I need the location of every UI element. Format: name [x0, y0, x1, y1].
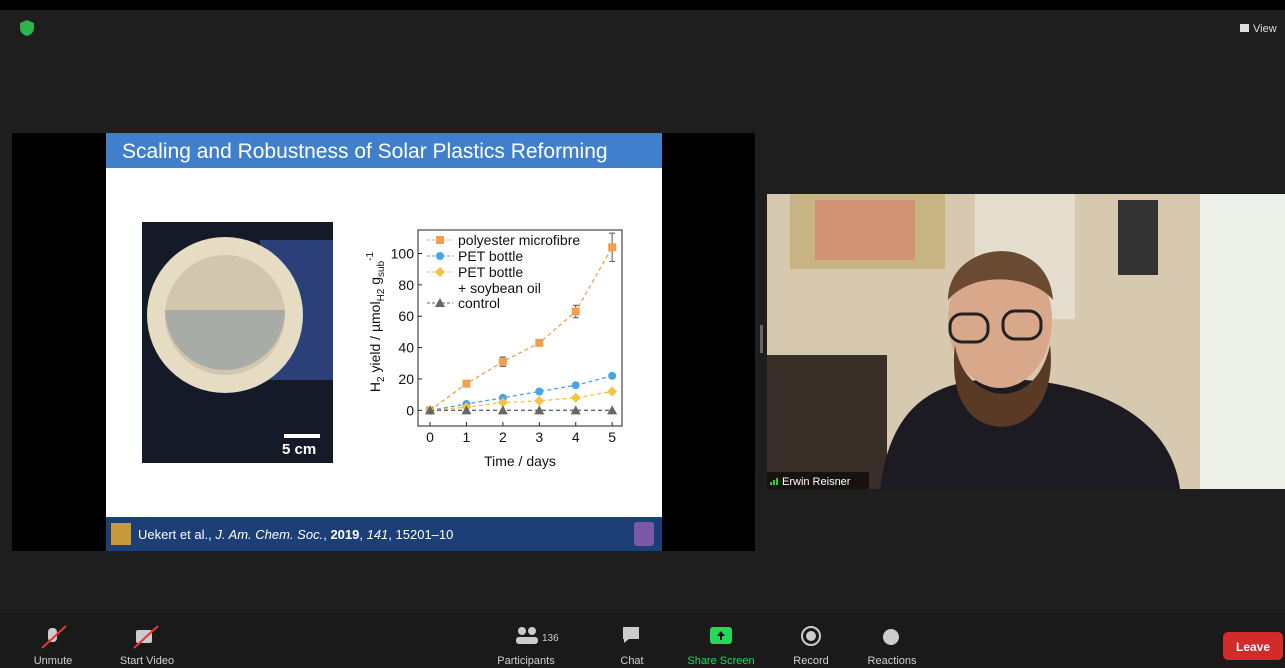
- legend-label: PET bottle: [458, 264, 523, 280]
- marker: [462, 380, 470, 388]
- y-label-part: g: [367, 277, 383, 289]
- marker: [608, 372, 616, 380]
- scale-bar-label: 5 cm: [282, 441, 316, 458]
- y-label-part: H2: [376, 288, 387, 301]
- y-label-part: -1: [365, 251, 376, 260]
- top-strip: [0, 0, 1285, 10]
- y-label-part: H: [367, 382, 383, 392]
- zoom-window: View Scaling and Robustness of Solar Pla…: [0, 0, 1285, 668]
- y-tick-label: 80: [398, 277, 414, 293]
- participant-count: 136: [542, 633, 559, 644]
- y-tick-label: 40: [398, 340, 414, 356]
- start-video-label: Start Video: [120, 655, 174, 667]
- camera-icon: [136, 630, 152, 643]
- x-tick-label: 4: [572, 429, 580, 445]
- view-button[interactable]: View: [1253, 23, 1277, 35]
- marker: [535, 339, 543, 347]
- splitter[interactable]: [760, 325, 763, 353]
- y-label-part: sub: [376, 260, 387, 277]
- leave-button[interactable]: Leave: [1223, 632, 1283, 660]
- page: Zoom meeting body { margin: 0; backgroun…: [0, 0, 1285, 668]
- legend-marker: [436, 236, 444, 244]
- marker: [535, 388, 543, 396]
- y-label-part: yield / µmol: [367, 301, 383, 376]
- legend-label: polyester microfibre: [458, 232, 580, 248]
- marker: [572, 381, 580, 389]
- citation-part: ,: [359, 527, 366, 542]
- scale-bar: [284, 434, 320, 438]
- logo: [111, 523, 131, 545]
- view-icon[interactable]: [1240, 24, 1249, 32]
- reactions-label: Reactions: [868, 655, 917, 667]
- x-tick-label: 2: [499, 429, 507, 445]
- video-detail: [1118, 200, 1158, 275]
- record-label: Record: [793, 655, 828, 667]
- y-tick-label: 0: [406, 402, 414, 418]
- x-tick-label: 0: [426, 429, 434, 445]
- citation-part: J. Am. Chem. Soc.: [214, 527, 323, 542]
- slide-title: Scaling and Robustness of Solar Plastics…: [122, 140, 608, 163]
- x-axis-label: Time / days: [484, 453, 556, 469]
- citation: Uekert et al., J. Am. Chem. Soc., 2019 , …: [138, 527, 453, 542]
- record-icon: [806, 631, 816, 641]
- legend-label: + soybean oil: [458, 280, 541, 296]
- citation-part: 2019: [330, 527, 359, 542]
- video-detail: [1200, 194, 1285, 489]
- citation-part: 141: [367, 527, 389, 542]
- participants-icon: [516, 637, 538, 644]
- x-tick-label: 5: [608, 429, 616, 445]
- citation-part: , 15201–10: [388, 527, 453, 542]
- citation-part: Uekert et al.,: [138, 527, 215, 542]
- marker: [608, 243, 616, 251]
- marker: [499, 358, 507, 366]
- citation-part: ,: [323, 527, 330, 542]
- logo: [634, 522, 654, 546]
- legend-label: PET bottle: [458, 248, 523, 264]
- legend-label: control: [458, 295, 500, 311]
- reactions-icon: [883, 629, 899, 645]
- chat-label: Chat: [620, 655, 643, 667]
- legend-marker: [436, 252, 444, 260]
- share-screen-label: Share Screen: [687, 655, 754, 667]
- participants-icon: [518, 627, 526, 635]
- marker: [572, 308, 580, 316]
- y-tick-label: 20: [398, 371, 414, 387]
- leave-label: Leave: [1236, 640, 1270, 654]
- y-tick-label: 100: [391, 246, 415, 262]
- x-tick-label: 3: [535, 429, 543, 445]
- unmute-label: Unmute: [34, 655, 73, 667]
- body: {"app": {"view_button": "View"}, "slide"…: [0, 0, 1285, 668]
- y-tick-label: 60: [398, 308, 414, 324]
- video-detail: [767, 355, 887, 489]
- participant-name: Erwin Reisner: [782, 476, 851, 488]
- video-detail: [815, 200, 915, 260]
- participants-label: Participants: [497, 655, 555, 667]
- participants-icon: [528, 627, 536, 635]
- x-tick-label: 1: [463, 429, 471, 445]
